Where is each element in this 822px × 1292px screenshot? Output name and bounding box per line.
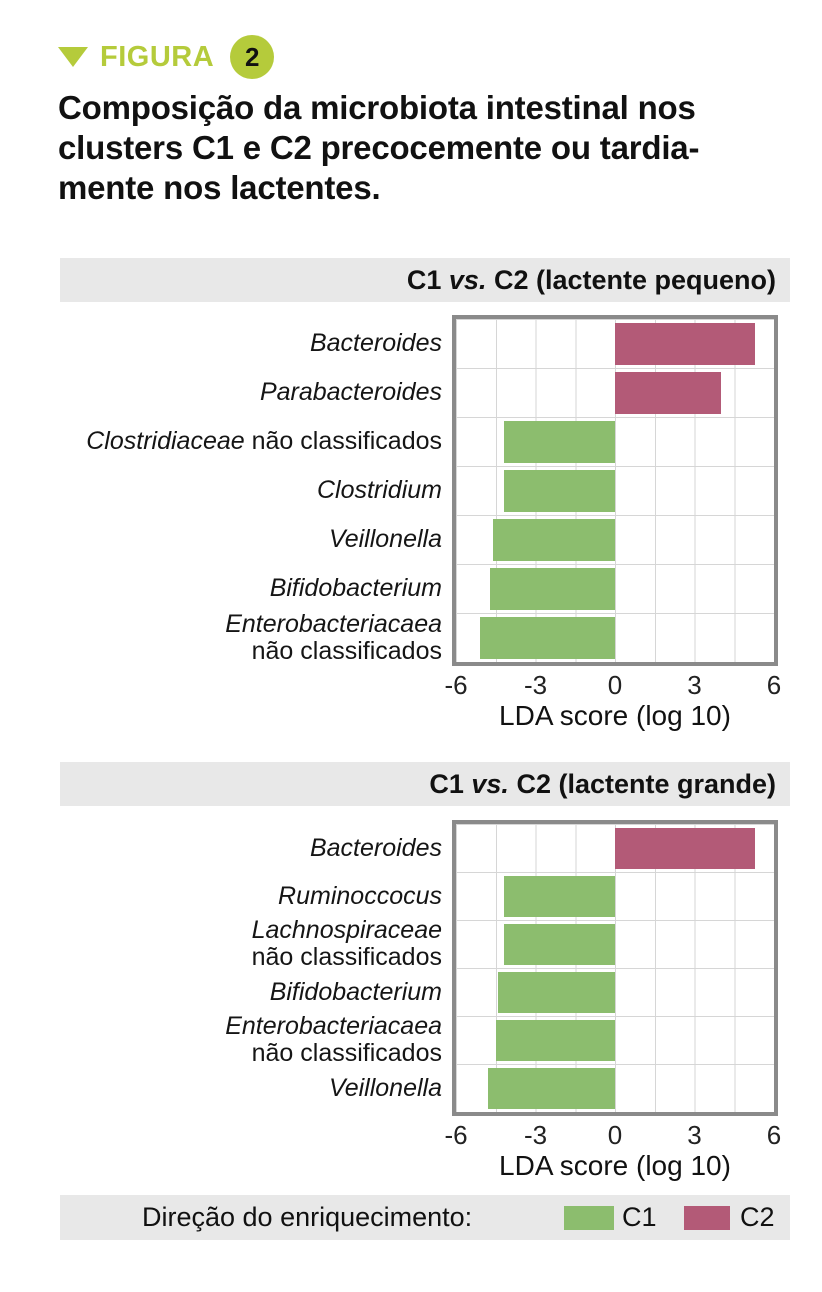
category-label-line: Clostridium xyxy=(317,477,442,504)
plot-area xyxy=(452,820,778,1116)
category-label: Ruminoccocus xyxy=(60,872,442,920)
bar-c1 xyxy=(503,469,615,512)
category-labels: Bacteroides Ruminoccocus Lachnospiraceae nã… xyxy=(60,824,442,1112)
category-name-regular: não classificados xyxy=(244,427,442,455)
legend-swatch-c2 xyxy=(684,1206,730,1230)
axis-tick: 0 xyxy=(607,1120,623,1150)
axis-tick: 6 xyxy=(766,1120,782,1150)
bar-c1 xyxy=(503,420,615,463)
category-label-line2: não classificados xyxy=(251,943,442,971)
category-label: Enterobacteriacaea não classificados xyxy=(60,609,442,665)
figure-title-line: clusters C1 e C2 precocemente ou tardia- xyxy=(58,129,700,166)
chart-title-pre: C1 xyxy=(406,265,449,295)
category-label-line: Veillonella xyxy=(329,526,442,553)
enrichment-legend: Direção do enriquecimento: C1 C2 xyxy=(60,1195,790,1240)
category-name-italic: Veillonella xyxy=(328,525,442,553)
chart-title-post: C2 (lactente pequeno) xyxy=(486,265,776,295)
axis-tick: 0 xyxy=(607,670,623,700)
category-label: Lachnospiraceae não classificados xyxy=(60,917,442,971)
triangle-down-icon xyxy=(58,47,88,67)
axis-tick: 6 xyxy=(766,670,782,700)
legend-swatch-c1 xyxy=(564,1206,614,1230)
axis-label: LDA score (log 10) xyxy=(499,1150,731,1181)
category-name-italic: Enterobacteriacaea xyxy=(225,609,442,638)
chart-title-vs: vs. xyxy=(448,265,487,295)
axis-tick: -6 xyxy=(444,1120,468,1150)
category-label: Veillonella xyxy=(60,515,442,564)
category-name-italic: Bacteroides xyxy=(309,329,442,357)
figure-kicker-label: FIGURA xyxy=(100,40,215,73)
figure-kicker: FIGURA 2 xyxy=(58,32,275,82)
category-label-line: Parabacteroides xyxy=(260,379,442,406)
figure-number-badge: 2 xyxy=(230,35,275,79)
axis-tick: -3 xyxy=(523,1120,548,1150)
bar-c2 xyxy=(615,827,756,869)
category-name-italic: Enterobacteriacaea xyxy=(225,1012,442,1040)
chart-title-vs: vs. xyxy=(471,769,509,799)
category-name-italic: Clostridiaceae xyxy=(86,427,245,455)
axis-tick: 3 xyxy=(687,670,702,700)
bar-c1 xyxy=(503,875,615,917)
bar-c1 xyxy=(493,518,615,561)
category-label-line: Bifidobacterium xyxy=(270,575,442,602)
category-name-italic: Bifidobacterium xyxy=(269,574,442,602)
figure-title-line: mente nos lactentes. xyxy=(58,169,381,206)
legend-item-label: C1 xyxy=(622,1202,657,1232)
category-name-italic: Clostridium xyxy=(316,476,442,504)
axis-tick: -6 xyxy=(444,670,468,700)
bar-c2 xyxy=(615,371,721,414)
category-label-line: Enterobacteriacaea xyxy=(225,1013,442,1040)
bar-c1 xyxy=(495,1019,615,1061)
category-name-italic: Lachnospiraceae xyxy=(251,916,442,944)
category-label-line: Clostridiaceae não classificados xyxy=(86,428,442,455)
category-label-line: Ruminoccocus xyxy=(278,881,442,910)
category-label-line: Enterobacteriacaea xyxy=(225,609,442,638)
category-label: Clostridium xyxy=(60,466,442,515)
category-label: Bifidobacterium xyxy=(60,968,442,1016)
bar-c1 xyxy=(490,567,615,610)
category-label: Bacteroides xyxy=(60,824,442,872)
bar-c2 xyxy=(615,322,756,365)
bar-c1 xyxy=(487,1067,615,1109)
chart-title-banner: C1 vs. C2 (lactente grande) xyxy=(60,762,790,806)
category-label-line: Bacteroides xyxy=(309,833,442,862)
category-label-line: Lachnospiraceae xyxy=(252,917,442,944)
chart-title-post: C2 (lactente grande) xyxy=(508,769,776,799)
figure-title: Composição da microbiota intestinal nos c… xyxy=(58,88,778,208)
chart-lactente-grande: C1 vs. C2 (lactente grande) Bacteroides Ru… xyxy=(60,762,790,1194)
category-label: Bifidobacterium xyxy=(60,564,442,613)
figure-title-line: Composição da microbiota intestinal nos xyxy=(58,89,696,126)
category-label-line: Bifidobacterium xyxy=(269,977,442,1006)
axis-tick: 3 xyxy=(687,1120,702,1150)
bar-c1 xyxy=(498,971,615,1013)
bar-c1 xyxy=(479,616,615,659)
chart-lactente-pequeno: C1 vs. C2 (lactente pequeno) Bacteroides P… xyxy=(60,258,790,758)
category-name-italic: Veillonella xyxy=(328,1073,442,1102)
bar-c1 xyxy=(503,923,615,965)
category-label: Parabacteroides xyxy=(60,368,442,417)
category-label: Bacteroides xyxy=(60,319,442,368)
category-name-italic: Bifidobacterium xyxy=(269,977,442,1006)
axis-label: LDA score (log 10) xyxy=(499,700,731,731)
legend-item-label: C2 xyxy=(740,1202,775,1232)
category-name-italic: Ruminoccocus xyxy=(278,881,442,910)
plot-area xyxy=(452,315,778,666)
chart-title-pre: C1 xyxy=(429,769,472,799)
axis-tick: -3 xyxy=(523,670,548,700)
category-label-line: Veillonella xyxy=(328,1073,442,1102)
category-name-italic: Bacteroides xyxy=(309,833,442,862)
category-label-line: Bacteroides xyxy=(310,330,442,357)
category-label-line2: não classificados xyxy=(251,1039,442,1067)
chart-title-banner: C1 vs. C2 (lactente pequeno) xyxy=(60,258,790,302)
category-label: Clostridiaceae não classificados xyxy=(60,417,442,466)
category-name-italic: Parabacteroides xyxy=(259,378,442,406)
legend-label: Direção do enriquecimento: xyxy=(142,1202,473,1232)
category-labels: Bacteroides Parabacteroides Clostridiaceae… xyxy=(60,319,442,665)
category-label: Enterobacteriacaea não classificados xyxy=(60,1013,442,1067)
category-label: Veillonella xyxy=(60,1064,442,1112)
category-label-line2: não classificados xyxy=(251,636,442,665)
